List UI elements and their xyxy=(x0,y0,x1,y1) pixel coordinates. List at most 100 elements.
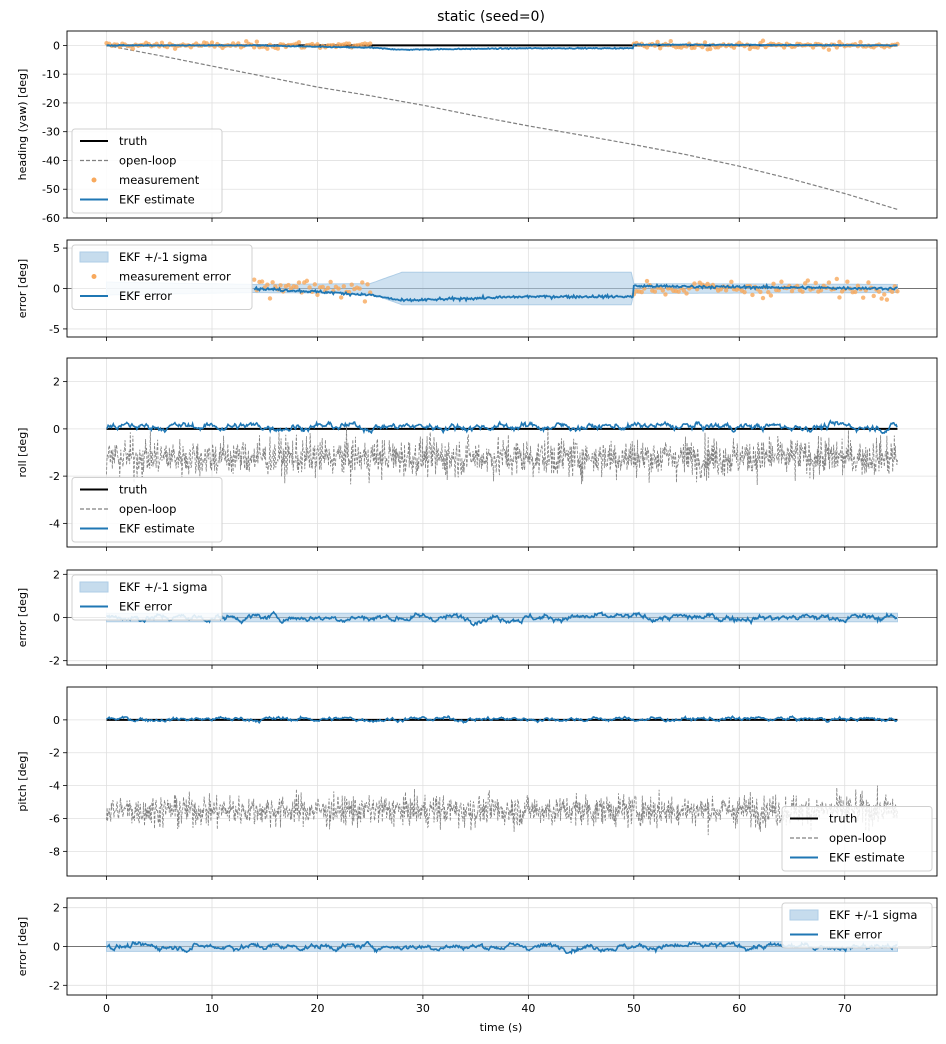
legend-label: EKF error xyxy=(119,289,172,303)
subplot-1: 0 -10 -20 -30 -40 -50 -60 heading (yaw) [deg] tr… xyxy=(16,30,938,225)
legend: EKF +/-1 sigma EKF error xyxy=(71,574,223,621)
y-tick-label: -50 xyxy=(42,183,60,196)
y-axis-label: heading (yaw) [deg] xyxy=(16,69,29,181)
measurement-point xyxy=(895,289,900,294)
y-tick-label: 0 xyxy=(53,612,60,625)
y-tick-label: 5 xyxy=(53,242,60,255)
y-tick-label: -40 xyxy=(42,154,60,167)
y-axis-label: roll [deg] xyxy=(16,428,29,478)
y-tick-label: -2 xyxy=(49,655,60,668)
measurement-point xyxy=(307,285,312,290)
measurement-point xyxy=(889,289,895,295)
measurement-point xyxy=(209,40,215,45)
measurement-point xyxy=(884,297,890,302)
measurement-point xyxy=(750,292,755,298)
legend-box xyxy=(71,574,223,621)
y-axis-label: error [deg] xyxy=(16,917,29,976)
x-tick-label: 60 xyxy=(732,1002,746,1015)
y-axis-label: error [deg] xyxy=(16,259,29,318)
series-open-loop xyxy=(106,44,898,210)
figure-title: static (seed=0) xyxy=(437,9,545,25)
measurement-point xyxy=(159,40,165,46)
legend-label: EKF +/-1 sigma xyxy=(829,908,917,922)
measurement-point xyxy=(660,288,666,293)
legend-label: truth xyxy=(119,134,147,148)
measurement-point xyxy=(336,286,341,291)
measurement-point xyxy=(357,286,362,291)
legend-label: truth xyxy=(829,812,857,826)
measurement-point xyxy=(286,282,291,288)
measurement-point xyxy=(702,40,708,45)
legend-label: measurement error xyxy=(119,270,231,284)
measurement-point xyxy=(684,291,689,296)
measurement-point xyxy=(251,45,257,50)
measurement-point xyxy=(855,283,861,288)
measurement-point xyxy=(876,289,882,294)
y-tick-label: -2 xyxy=(49,747,60,760)
legend-label: EKF +/-1 sigma xyxy=(119,580,207,594)
measurement-point xyxy=(692,45,697,50)
legend-label: EKF error xyxy=(829,928,882,942)
y-tick-label: -5 xyxy=(49,323,60,336)
legend-box xyxy=(71,128,223,214)
measurement-point xyxy=(779,279,784,284)
legend: truth open-loop EKF estimate xyxy=(71,477,223,543)
measurement-point xyxy=(267,296,273,301)
x-tick-label: 30 xyxy=(416,1002,430,1015)
y-tick-label: -4 xyxy=(49,517,60,530)
y-axis-label: pitch [deg] xyxy=(16,751,29,811)
legend-label: open-loop xyxy=(829,831,886,845)
legend-swatch-sigma xyxy=(79,581,109,593)
y-tick-label: 2 xyxy=(53,376,60,389)
measurement-point xyxy=(346,41,352,46)
legend-label: EKF estimate xyxy=(829,851,905,865)
series-ekf xyxy=(106,419,898,435)
measurement-point xyxy=(681,288,687,293)
y-tick-label: -2 xyxy=(49,979,60,992)
y-tick-label: -6 xyxy=(49,812,60,825)
measurement-point xyxy=(296,280,302,285)
measurement-point xyxy=(882,292,887,297)
x-tick-label: 40 xyxy=(521,1002,535,1015)
series-ekf xyxy=(106,610,898,627)
measurement-point xyxy=(265,46,270,51)
legend-label: EKF error xyxy=(119,600,172,614)
series-open-loop xyxy=(106,785,898,836)
measurement-point xyxy=(789,288,795,294)
measurement-point xyxy=(275,46,281,51)
measurement-point xyxy=(768,293,774,298)
legend-swatch-measurement xyxy=(91,274,97,279)
measurement-point xyxy=(781,45,787,50)
measurement-point xyxy=(800,289,805,294)
legend-swatch-sigma xyxy=(79,251,109,263)
measurement-point xyxy=(845,279,850,284)
legend-label: open-loop xyxy=(119,154,176,168)
y-tick-label: 0 xyxy=(53,39,60,52)
series-ekf xyxy=(253,282,898,303)
measurement-point xyxy=(663,292,668,297)
y-tick-label: 0 xyxy=(53,423,60,436)
measurement-point xyxy=(837,295,842,300)
legend: EKF +/-1 sigma EKF error xyxy=(781,902,933,949)
measurement-point xyxy=(270,280,275,285)
measurement-point xyxy=(860,295,866,300)
measurement-point xyxy=(172,46,178,51)
y-tick-label: -8 xyxy=(49,845,60,858)
measurement-point xyxy=(668,38,673,44)
measurement-point xyxy=(871,293,876,299)
measurement-point xyxy=(692,281,697,286)
measurement-point xyxy=(760,38,766,43)
measurement-point xyxy=(657,46,663,51)
measurement-point xyxy=(349,282,354,287)
legend: truth open-loop measurement EKF estimate xyxy=(71,128,223,214)
subplot-2: 5 0 -5 error [deg] EKF +/-1 sigma measurement… xyxy=(16,239,938,341)
measurement-point xyxy=(700,44,705,50)
measurement-point xyxy=(858,39,863,45)
y-tick-label: 2 xyxy=(53,902,60,915)
measurement-point xyxy=(320,284,325,290)
measurement-point xyxy=(866,280,871,285)
legend-box xyxy=(781,806,933,872)
measurement-point xyxy=(705,281,710,287)
measurement-point xyxy=(325,285,331,291)
